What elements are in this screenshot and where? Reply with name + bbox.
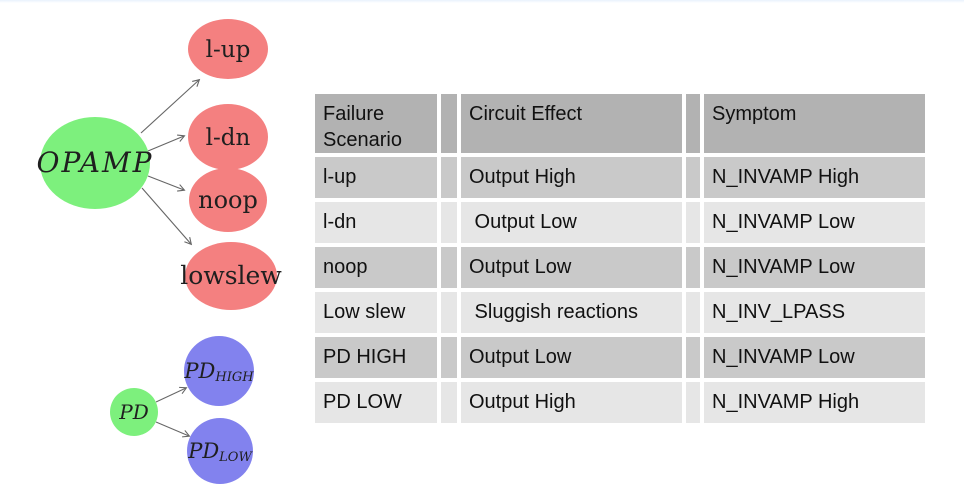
arrow-opamp-lowslew (141, 187, 193, 246)
cell-scenario: noop (315, 247, 437, 288)
lup-node (188, 19, 268, 79)
pdlow-label-base: PD (187, 439, 219, 463)
cell-effect: Sluggish reactions (461, 292, 682, 333)
lowslew-node (185, 242, 277, 310)
spacer-cell (686, 157, 700, 198)
arrow-opamp-ldn (147, 134, 186, 152)
spacer-cell (441, 247, 457, 288)
spacer-cell (686, 337, 700, 378)
header-spacer (686, 94, 700, 153)
failure-scenario-table: Failure Scenario Circuit Effect Symptom … (315, 94, 925, 423)
opamp-tree: OPAMP l-up l-dn noop lowslew (37, 19, 282, 310)
pdlow-node (187, 418, 253, 484)
noop-node-label: noop (198, 186, 258, 214)
arrow-opamp-noop (147, 175, 186, 192)
top-edge-highlight (0, 0, 964, 3)
spacer-cell (441, 157, 457, 198)
lup-node-label: l-up (206, 37, 251, 63)
cell-symptom: N_INVAMP Low (704, 247, 925, 288)
cell-scenario: l-dn (315, 202, 437, 243)
ldn-node-label: l-dn (206, 125, 251, 151)
pd-tree: PD PDHIGH PDLOW (110, 336, 254, 484)
pdhigh-label-base: PD (183, 359, 215, 383)
header-failure-scenario: Failure Scenario (315, 94, 437, 153)
opamp-node (40, 117, 150, 209)
cell-effect: Output High (461, 157, 682, 198)
header-symptom: Symptom (704, 94, 925, 153)
cell-scenario: l-up (315, 157, 437, 198)
cell-effect: Output Low (461, 337, 682, 378)
pdhigh-node (184, 336, 254, 406)
cell-symptom: N_INVAMP High (704, 382, 925, 423)
cell-symptom: N_INVAMP High (704, 157, 925, 198)
spacer-cell (686, 292, 700, 333)
header-spacer (441, 94, 457, 153)
ldn-node (188, 104, 268, 170)
spacer-cell (686, 247, 700, 288)
cell-symptom: N_INVAMP Low (704, 337, 925, 378)
cell-scenario: Low slew (315, 292, 437, 333)
spacer-cell (441, 337, 457, 378)
spacer-cell (441, 382, 457, 423)
pdlow-label-subscript: LOW (218, 450, 253, 465)
pdlow-node-label: PDLOW (187, 439, 253, 465)
noop-node (189, 168, 267, 232)
spacer-cell (441, 202, 457, 243)
arrow-pd-pdlow (155, 421, 191, 438)
arrow-pd-pdhigh (155, 386, 188, 403)
spacer-cell (441, 292, 457, 333)
cell-symptom: N_INVAMP Low (704, 202, 925, 243)
pdhigh-label-subscript: HIGH (214, 370, 254, 385)
cell-symptom: N_INV_LPASS (704, 292, 925, 333)
pd-node (110, 388, 158, 436)
spacer-cell (686, 382, 700, 423)
cell-scenario: PD LOW (315, 382, 437, 423)
arrow-opamp-lup (140, 78, 201, 134)
cell-effect: Output Low (461, 202, 682, 243)
spacer-cell (686, 202, 700, 243)
cell-effect: Output Low (461, 247, 682, 288)
failure-tree-diagram: OPAMP l-up l-dn noop lowslew PD PDHIGH P… (37, 19, 282, 484)
pdhigh-node-label: PDHIGH (183, 359, 254, 385)
lowslew-node-label: lowslew (180, 261, 282, 290)
pd-node-label: PD (118, 400, 149, 424)
header-circuit-effect: Circuit Effect (461, 94, 682, 153)
cell-effect: Output High (461, 382, 682, 423)
cell-scenario: PD HIGH (315, 337, 437, 378)
opamp-node-label: OPAMP (37, 146, 154, 179)
